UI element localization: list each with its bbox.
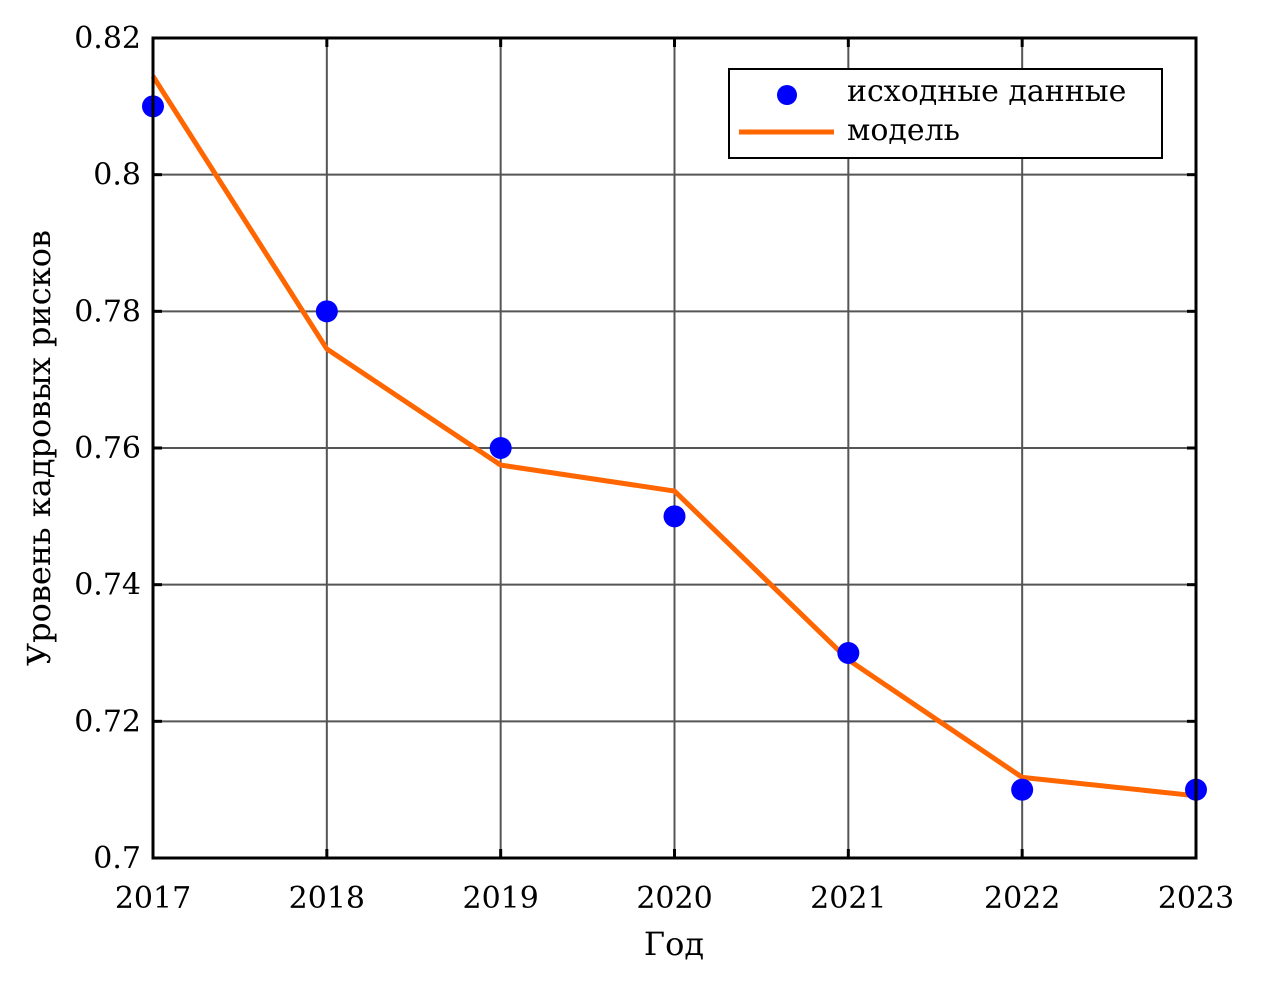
data-point	[663, 505, 686, 528]
y-tick-label: 0.7	[93, 841, 141, 876]
x-tick-label: 2020	[636, 881, 712, 916]
legend-marker-scatter	[777, 85, 797, 105]
y-tick-label: 0.74	[74, 568, 141, 603]
y-tick-label: 0.76	[74, 431, 141, 466]
data-point	[315, 300, 338, 323]
x-tick-label: 2022	[984, 881, 1060, 916]
legend-label-scatter: исходные данные	[847, 74, 1126, 109]
model-line	[150, 74, 1197, 799]
data-point	[837, 642, 860, 664]
legend-box	[728, 68, 1163, 159]
x-tick-label: 2018	[289, 881, 365, 916]
x-axis-label: Год	[644, 925, 704, 963]
grid	[152, 37, 1197, 859]
legend: исходные данные модель	[728, 68, 1163, 159]
x-tick-label: 2023	[1158, 881, 1234, 916]
y-tick-label: 0.72	[74, 704, 141, 739]
x-tick-label: 2021	[810, 881, 886, 916]
y-tick-label: 0.78	[74, 294, 141, 329]
legend-label-line: модель	[847, 113, 960, 148]
data-point	[1011, 778, 1034, 801]
y-tick-label: 0.82	[74, 21, 141, 56]
series	[142, 74, 1207, 801]
ticks: 2017 2018 2019 2020 2021 2022 2023 0.7 0.72 0.74 0…	[74, 21, 1234, 916]
x-tick-label: 2019	[462, 881, 538, 916]
data-point	[489, 437, 512, 459]
y-axis-label: Уровень кадровых рисков	[20, 230, 58, 666]
plot-frame	[151, 36, 1198, 860]
y-tick-label: 0.8	[93, 158, 141, 193]
x-tick-label: 2017	[115, 881, 191, 916]
